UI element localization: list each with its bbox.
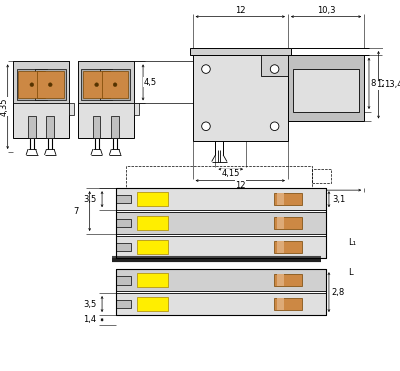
- Bar: [116, 195, 131, 203]
- Bar: [276, 274, 284, 286]
- Bar: [293, 69, 360, 112]
- Bar: [13, 62, 69, 104]
- Bar: [137, 216, 168, 230]
- Text: 7: 7: [74, 207, 79, 216]
- Bar: [137, 273, 168, 288]
- Text: 12: 12: [235, 6, 246, 16]
- Bar: [16, 69, 47, 100]
- Bar: [261, 55, 288, 76]
- Bar: [46, 116, 54, 138]
- Bar: [137, 192, 168, 206]
- Bar: [116, 269, 326, 315]
- Text: L₁: L₁: [348, 237, 356, 247]
- Bar: [274, 217, 302, 229]
- Circle shape: [202, 122, 210, 131]
- Bar: [28, 116, 36, 138]
- Bar: [116, 212, 326, 234]
- Bar: [193, 55, 288, 141]
- Bar: [274, 241, 302, 253]
- Bar: [276, 193, 284, 206]
- Bar: [13, 62, 69, 138]
- Text: 4,5: 4,5: [143, 78, 156, 87]
- Bar: [82, 69, 112, 100]
- Circle shape: [48, 83, 52, 86]
- Bar: [102, 71, 128, 98]
- Bar: [274, 193, 302, 206]
- Text: 10,3: 10,3: [317, 6, 335, 16]
- Bar: [312, 169, 331, 184]
- Bar: [134, 104, 139, 115]
- Bar: [18, 71, 45, 98]
- Bar: [116, 188, 326, 258]
- Bar: [274, 274, 302, 286]
- Bar: [35, 69, 66, 100]
- Bar: [274, 298, 302, 310]
- Text: 4,35: 4,35: [0, 98, 8, 116]
- Bar: [276, 217, 284, 229]
- Bar: [37, 71, 64, 98]
- Bar: [137, 297, 168, 311]
- Circle shape: [113, 83, 117, 86]
- Text: 12,9: 12,9: [376, 80, 394, 89]
- Text: 12: 12: [235, 181, 246, 190]
- Bar: [111, 116, 119, 138]
- Bar: [100, 69, 130, 100]
- Bar: [78, 62, 134, 138]
- Circle shape: [30, 83, 34, 86]
- Bar: [190, 48, 291, 55]
- Text: 3,1: 3,1: [332, 195, 345, 204]
- Text: 4,15: 4,15: [222, 170, 240, 178]
- Bar: [276, 298, 284, 310]
- Bar: [116, 300, 131, 308]
- Bar: [93, 116, 100, 138]
- Bar: [137, 240, 168, 254]
- Bar: [116, 219, 131, 227]
- Bar: [126, 166, 312, 188]
- Bar: [116, 236, 326, 258]
- Text: L: L: [348, 268, 353, 277]
- Circle shape: [270, 122, 279, 131]
- Bar: [116, 188, 326, 210]
- Bar: [116, 276, 131, 285]
- Bar: [83, 71, 110, 98]
- Bar: [116, 243, 131, 251]
- Text: 2,8: 2,8: [332, 288, 345, 297]
- Bar: [116, 293, 326, 315]
- Circle shape: [270, 65, 279, 73]
- Bar: [78, 62, 134, 104]
- Text: 22,4: 22,4: [269, 190, 288, 199]
- Bar: [116, 269, 326, 291]
- Bar: [288, 55, 364, 121]
- Text: 8,5: 8,5: [370, 79, 383, 88]
- Circle shape: [202, 65, 210, 73]
- Bar: [276, 241, 284, 253]
- Text: 13,4: 13,4: [384, 80, 400, 89]
- Text: 1,4: 1,4: [83, 315, 96, 324]
- Bar: [69, 104, 74, 115]
- Text: 3,5: 3,5: [83, 299, 96, 309]
- Text: 3,5: 3,5: [83, 195, 96, 204]
- Circle shape: [95, 83, 98, 86]
